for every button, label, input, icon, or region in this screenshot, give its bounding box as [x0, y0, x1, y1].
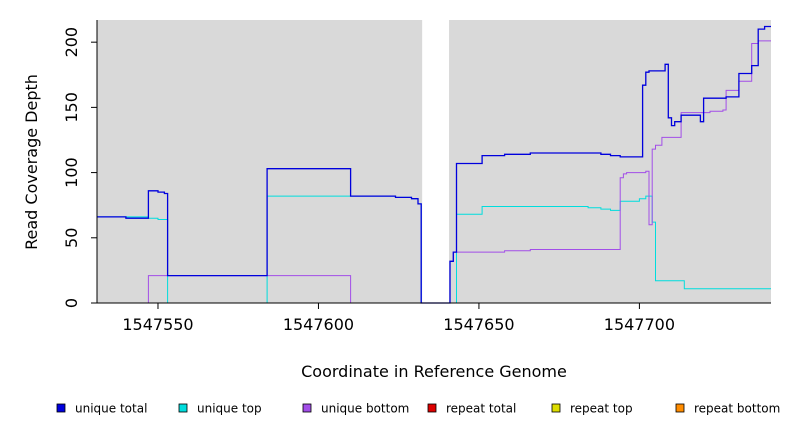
legend-item: unique bottom	[302, 402, 409, 416]
y-tick-label: 100	[62, 157, 81, 188]
y-tick-label: 50	[62, 228, 81, 248]
legend-label: repeat bottom	[694, 402, 780, 416]
y-tick-label: 200	[62, 27, 81, 58]
y-axis-title: Read Coverage Depth	[22, 74, 41, 250]
legend-label: unique total	[75, 402, 147, 416]
legend-label: unique top	[197, 402, 262, 416]
legend-label: unique bottom	[321, 402, 409, 416]
y-tick-label: 0	[62, 298, 81, 308]
y-tick-label: 150	[62, 92, 81, 123]
legend-label: repeat total	[446, 402, 516, 416]
gap-region	[422, 20, 450, 303]
legend-item: unique top	[178, 402, 262, 416]
x-axis-title: Coordinate in Reference Genome	[301, 362, 567, 381]
legend: unique total unique top unique bottom repea…	[56, 402, 780, 416]
x-tick-label: 1547650	[443, 315, 514, 334]
legend-swatch	[302, 403, 312, 413]
legend-item: repeat top	[551, 402, 633, 416]
x-tick-label: 1547700	[604, 315, 675, 334]
legend-swatch	[551, 403, 561, 413]
legend-item: unique total	[56, 402, 147, 416]
x-tick-label: 1547550	[122, 315, 193, 334]
legend-label: repeat top	[570, 402, 633, 416]
legend-swatch	[675, 403, 685, 413]
legend-swatch	[427, 403, 437, 413]
x-tick-label: 1547600	[283, 315, 354, 334]
legend-swatch	[56, 403, 66, 413]
legend-swatch	[178, 403, 188, 413]
legend-item: repeat bottom	[675, 402, 780, 416]
series-line-unique-total	[97, 25, 771, 304]
axis-layer: 1547550 1547600 1547650 1547700 0 50 100 150 200	[62, 20, 771, 334]
legend-item: repeat total	[427, 402, 516, 416]
gap-region-layer	[422, 20, 450, 303]
